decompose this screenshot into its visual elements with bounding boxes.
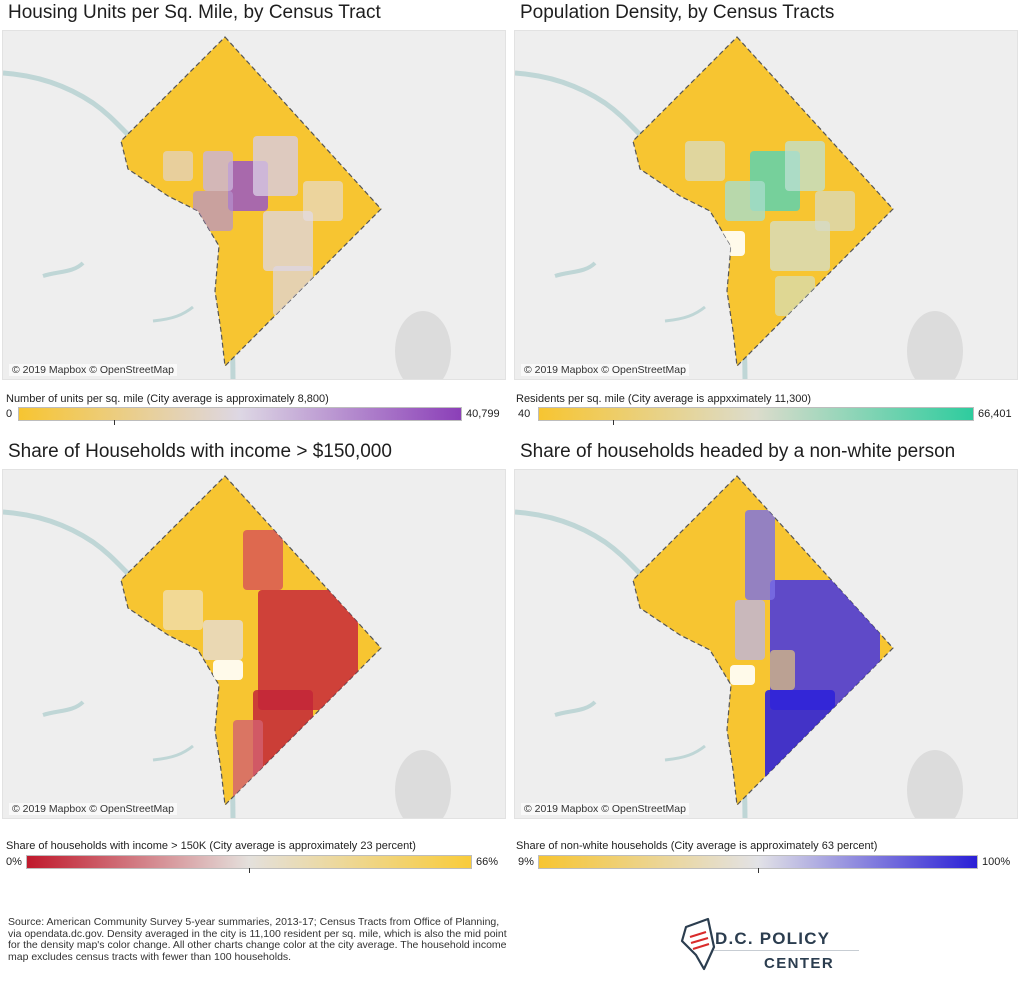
- legend-gradient: [538, 855, 978, 873]
- tract-patch: [770, 580, 880, 710]
- tract-patch: [263, 211, 313, 271]
- map-title: Share of households headed by a non-whit…: [520, 441, 956, 462]
- legend-average-tick: [249, 868, 250, 873]
- land-blob: [395, 311, 451, 379]
- dc-choropleth-map: [515, 36, 963, 379]
- tract-patch: [243, 530, 283, 590]
- land-blob: [395, 750, 451, 818]
- map-panel[interactable]: © 2019 Mapbox © OpenStreetMap: [514, 469, 1018, 819]
- tract-patch: [163, 590, 203, 630]
- legend-average-tick: [114, 420, 116, 425]
- legend-gradient: [538, 407, 974, 425]
- city-fill: [120, 475, 382, 807]
- tract-patch: [203, 151, 233, 191]
- tract-patch: [770, 221, 830, 271]
- map-title: Housing Units per Sq. Mile, by Census Tr…: [8, 2, 381, 23]
- map-title: Share of Households with income > $150,0…: [8, 441, 392, 462]
- legend-min: 40: [518, 408, 531, 420]
- dc-policy-center-logo: [680, 917, 716, 971]
- tract-patches: [730, 510, 880, 790]
- tract-patch: [730, 665, 755, 685]
- land-blob: [907, 311, 963, 379]
- tract-patch: [745, 510, 775, 600]
- legend-min: 0: [6, 408, 13, 420]
- map-credit: © 2019 Mapbox © OpenStreetMap: [521, 364, 689, 376]
- logo-line2: CENTER: [764, 955, 835, 972]
- legend-gradient: [18, 407, 462, 425]
- tract-patch: [735, 600, 765, 660]
- legend-min: 0%: [6, 856, 22, 868]
- tract-patch: [163, 151, 193, 181]
- legend-title: Share of non-white households (City aver…: [516, 840, 878, 852]
- tract-patches: [163, 530, 358, 800]
- source-note: Source: American Community Survey 5-year…: [8, 916, 507, 963]
- legend-average-tick: [612, 420, 614, 425]
- map-title: Population Density, by Census Tracts: [520, 2, 835, 23]
- logo-divider: [714, 950, 859, 951]
- map-credit: © 2019 Mapbox © OpenStreetMap: [521, 803, 689, 815]
- legend-average-tick: [758, 868, 759, 873]
- tract-patch: [203, 620, 243, 660]
- legend-max: 100%: [982, 856, 1011, 868]
- tract-patch: [685, 141, 725, 181]
- map-credit: © 2019 Mapbox © OpenStreetMap: [9, 803, 177, 815]
- dc-choropleth-map: [3, 36, 451, 379]
- dc-choropleth-map: [3, 475, 451, 818]
- tract-patch: [258, 590, 358, 710]
- tract-patch: [815, 191, 855, 231]
- tract-patch: [775, 276, 815, 316]
- legend-title: Number of units per sq. mile (City avera…: [6, 393, 329, 405]
- tract-patch: [770, 650, 795, 690]
- dc-choropleth-map: [515, 475, 963, 818]
- legend-max: 66%: [476, 856, 499, 868]
- tract-patch: [785, 141, 825, 191]
- legend-gradient: [26, 855, 472, 873]
- map-panel[interactable]: © 2019 Mapbox © OpenStreetMap: [2, 30, 506, 380]
- tract-patch: [193, 191, 233, 231]
- tract-patches: [163, 136, 343, 316]
- map-credit: © 2019 Mapbox © OpenStreetMap: [9, 364, 177, 376]
- map-panel[interactable]: © 2019 Mapbox © OpenStreetMap: [2, 469, 506, 819]
- tract-patch: [765, 690, 835, 790]
- legend-max: 66,401: [978, 408, 1012, 420]
- legend-max: 40,799: [466, 408, 500, 420]
- legend-min: 9%: [518, 856, 534, 868]
- dc-outline-icon: [680, 917, 716, 971]
- legend-title: Share of households with income > 150K (…: [6, 840, 416, 852]
- legend-title: Residents per sq. mile (City average is …: [516, 393, 812, 405]
- map-panel[interactable]: © 2019 Mapbox © OpenStreetMap: [514, 30, 1018, 380]
- tract-patch: [303, 181, 343, 221]
- tract-patch: [253, 136, 298, 196]
- tract-patch: [233, 720, 263, 800]
- land-blob: [907, 750, 963, 818]
- logo-line1: D.C. POLICY: [715, 929, 831, 948]
- tract-patch: [273, 266, 313, 316]
- tract-patch: [213, 660, 243, 680]
- tract-patch: [725, 181, 765, 221]
